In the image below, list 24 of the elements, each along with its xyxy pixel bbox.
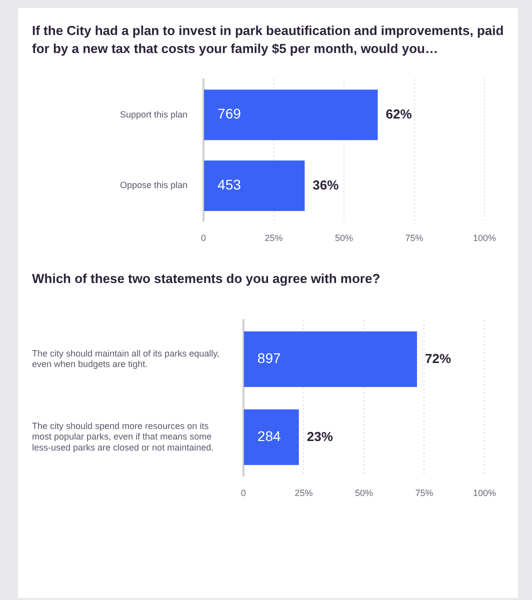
x-tick-label: 75% [405,233,424,244]
data-label: 36% [312,177,340,192]
data-label: 72% [424,350,452,366]
annotation: 769 [218,106,242,122]
y-tick-label: The city should spend more resources on its most popular parks, even if that means some less-used parks are closed or not maintained. [32,420,214,452]
y-tick-label: Oppose this plan [120,180,188,190]
x-tick-label: 100% [472,233,496,244]
data-label: 23% [306,428,334,444]
x-tick-label: 0 [201,233,206,244]
x-tick-label: 0 [240,488,246,498]
y-tick-label: Support this plan [120,109,188,120]
x-tick-label: 50% [335,233,354,244]
x-tick-label: 50% [354,488,373,498]
annotation: 453 [218,176,242,193]
x-tick-label: 100% [472,488,496,498]
chart-title: If the City had a plan to invest in park beautification and improvements, paid for by a new tax that costs your family $5 per month, would you… [32,22,505,58]
y-tick-label: The city should maintain all of its parks equally, even when budgets are tight. [32,348,220,370]
annotation: 284 [257,428,281,444]
chart-title: Which of these two statements do you agree with more? [32,270,382,288]
x-tick-label: 25% [264,233,283,244]
x-tick-label: 75% [415,488,434,498]
data-label: 62% [386,106,412,122]
x-tick-label: 25% [294,488,313,498]
annotation: 897 [257,350,281,366]
